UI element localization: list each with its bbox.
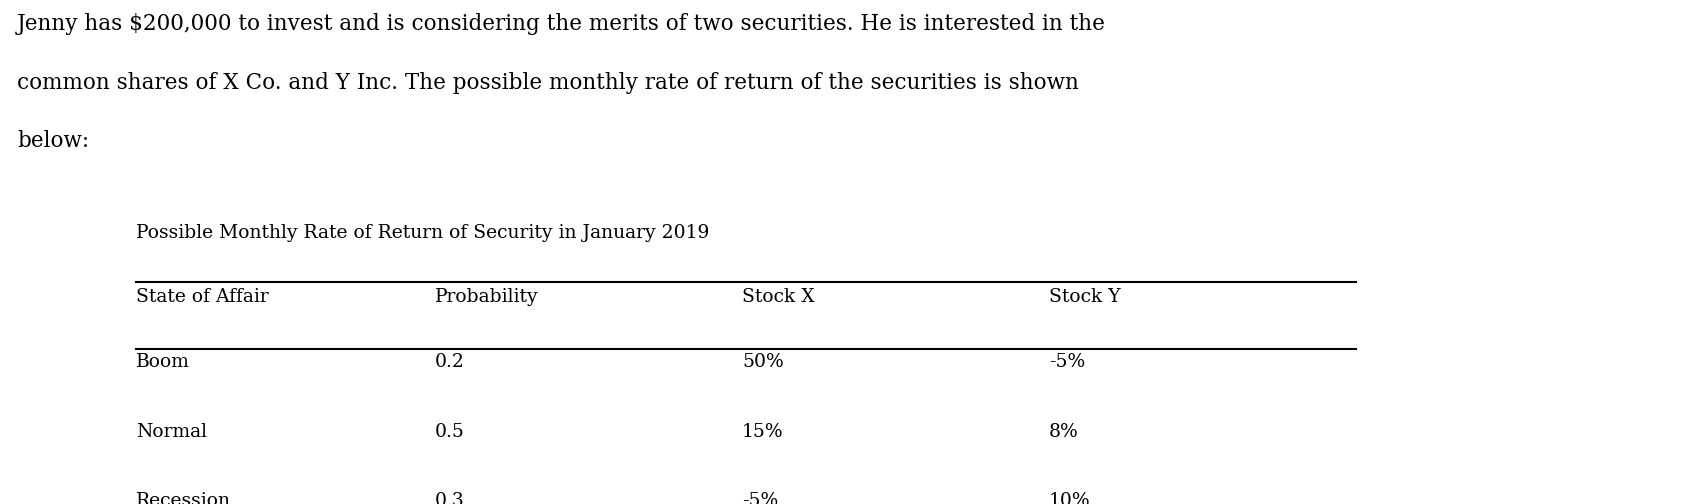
Text: 0.3: 0.3 bbox=[435, 492, 464, 504]
Text: Jenny has $200,000 to invest and is considering the merits of two securities. He: Jenny has $200,000 to invest and is cons… bbox=[17, 14, 1105, 35]
Text: Possible Monthly Rate of Return of Security in January 2019: Possible Monthly Rate of Return of Secur… bbox=[136, 224, 709, 241]
Text: 8%: 8% bbox=[1049, 422, 1078, 440]
Text: below:: below: bbox=[17, 130, 89, 152]
Text: Normal: Normal bbox=[136, 422, 208, 440]
Text: 50%: 50% bbox=[742, 353, 783, 371]
Text: Boom: Boom bbox=[136, 353, 191, 371]
Text: State of Affair: State of Affair bbox=[136, 288, 269, 306]
Text: 15%: 15% bbox=[742, 422, 783, 440]
Text: Stock X: Stock X bbox=[742, 288, 815, 306]
Text: -5%: -5% bbox=[742, 492, 777, 504]
Text: 0.2: 0.2 bbox=[435, 353, 465, 371]
Text: Probability: Probability bbox=[435, 288, 539, 306]
Text: Recession: Recession bbox=[136, 492, 232, 504]
Text: 0.5: 0.5 bbox=[435, 422, 465, 440]
Text: 10%: 10% bbox=[1049, 492, 1089, 504]
Text: Stock Y: Stock Y bbox=[1049, 288, 1120, 306]
Text: -5%: -5% bbox=[1049, 353, 1084, 371]
Text: common shares of X Co. and Y Inc. The possible monthly rate of return of the sec: common shares of X Co. and Y Inc. The po… bbox=[17, 72, 1078, 94]
